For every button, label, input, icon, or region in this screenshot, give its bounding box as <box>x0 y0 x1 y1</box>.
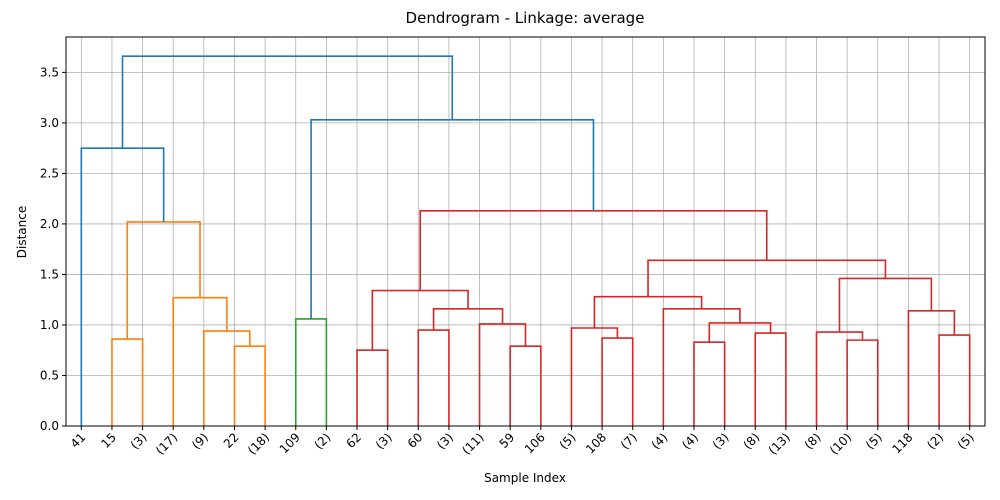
y-tick-label: 2.0 <box>40 217 59 231</box>
x-tick-label: (5) <box>955 430 977 452</box>
x-tick-label: 41 <box>68 430 89 451</box>
x-tick-label: (2) <box>312 430 334 452</box>
x-tick-label: (4) <box>649 430 671 452</box>
x-tick-label: (7) <box>618 430 640 452</box>
x-tick-label: (8) <box>740 430 762 452</box>
y-tick-label: 1.0 <box>40 318 59 332</box>
x-tick-label: 108 <box>583 430 609 456</box>
dendrogram-link <box>478 323 527 426</box>
dendrogram-link <box>126 221 201 340</box>
x-tick-label: (2) <box>924 430 946 452</box>
x-tick-label: (13) <box>766 430 793 457</box>
x-tick-label: (3) <box>128 430 150 452</box>
x-tick-label: 60 <box>405 430 426 451</box>
dendrogram-link <box>509 345 542 426</box>
dendrogram-link <box>172 296 228 426</box>
dendrogram-link <box>815 331 864 426</box>
plot-frame <box>65 36 986 427</box>
x-tick-label: (3) <box>710 430 732 452</box>
dendrogram-link <box>570 327 619 426</box>
dendrogram-link <box>662 307 741 426</box>
x-tick-label: (3) <box>373 430 395 452</box>
dendrogram-link <box>80 147 165 426</box>
dendrogram-link <box>838 277 933 333</box>
y-tick-label: 3.5 <box>40 65 59 79</box>
x-axis-label: Sample Index <box>484 471 566 485</box>
y-tick-label: 2.5 <box>40 166 59 180</box>
x-tick-label: (11) <box>459 430 486 457</box>
x-tick-label: 15 <box>98 430 119 451</box>
y-axis-label: Distance <box>15 206 29 258</box>
x-tick-label: (17) <box>153 430 180 457</box>
x-tick-label: 118 <box>889 430 915 456</box>
x-tick-label: (9) <box>189 430 211 452</box>
x-tick-label: (5) <box>863 430 885 452</box>
dendrogram-link <box>432 307 504 331</box>
dendrogram-link <box>693 341 726 426</box>
x-tick-label: (10) <box>827 430 854 457</box>
x-tick-label: 106 <box>522 430 548 456</box>
x-tick-label: 62 <box>343 430 364 451</box>
dendrogram-link <box>121 55 454 149</box>
y-tick-label: 0.5 <box>40 368 59 382</box>
dendrogram-link <box>356 349 389 426</box>
dendrogram-link <box>601 337 634 426</box>
x-tick-label: 109 <box>277 430 303 456</box>
dendrogram-link <box>310 119 595 319</box>
y-tick-label: 0.0 <box>40 419 59 433</box>
x-tick-label: 22 <box>221 430 242 451</box>
dendrogram-link <box>846 339 879 426</box>
dendrogram-link <box>907 310 956 426</box>
x-tick-label: (5) <box>557 430 579 452</box>
dendrogram-link <box>938 334 971 426</box>
dendrogram-link <box>294 318 328 426</box>
dendrogram-link <box>419 209 768 291</box>
chart-title: Dendrogram - Linkage: average <box>406 9 645 27</box>
dendrogram-link <box>754 332 787 426</box>
x-tick-label: (18) <box>245 430 272 457</box>
x-tick-label: 59 <box>497 430 518 451</box>
x-tick-label: (3) <box>434 430 456 452</box>
y-tick-label: 3.0 <box>40 116 59 130</box>
dendrogram-link <box>203 330 251 426</box>
dendrogram-link <box>371 289 469 351</box>
dendrogram-link <box>417 329 450 426</box>
x-tick-label: (4) <box>679 430 701 452</box>
dendrogram-link <box>593 295 703 328</box>
dendrogram-link <box>233 345 266 426</box>
dendrogram-link <box>111 338 144 426</box>
y-tick-label: 1.5 <box>40 267 59 281</box>
x-tick-label: (8) <box>802 430 824 452</box>
